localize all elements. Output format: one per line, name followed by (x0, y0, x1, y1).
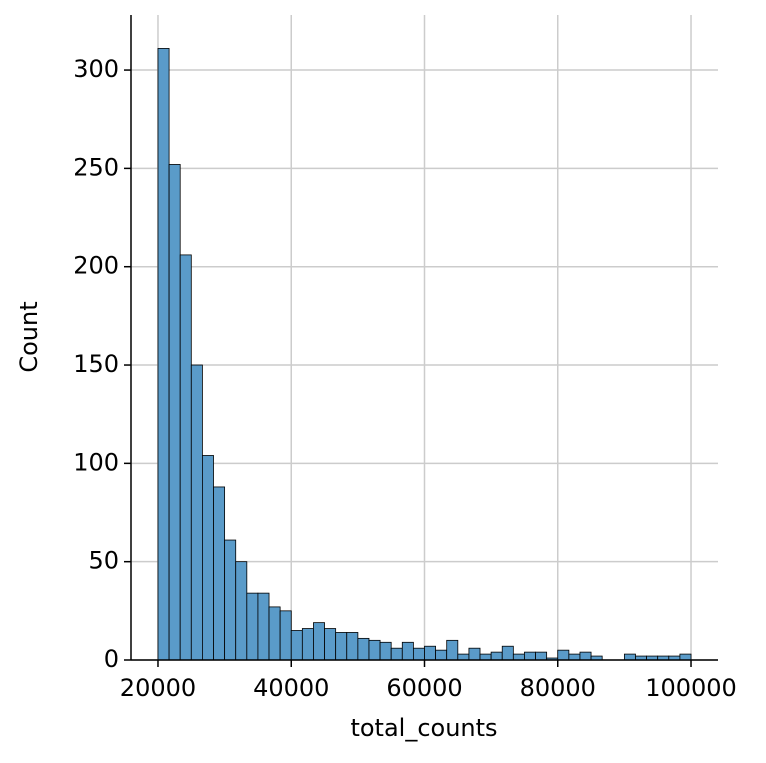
x-tick-label: 40000 (253, 674, 329, 702)
x-tick-label: 100000 (645, 674, 737, 702)
bar (157, 48, 170, 661)
bar (179, 254, 192, 661)
bar (424, 645, 437, 661)
y-tick-label: 150 (73, 350, 119, 378)
bar (224, 539, 237, 661)
x-tick-label: 20000 (120, 674, 196, 702)
bar (524, 651, 536, 661)
bar (313, 622, 325, 661)
bar (490, 651, 503, 661)
bar (501, 645, 514, 661)
bar (324, 628, 337, 661)
x-axis-label: total_counts (350, 714, 497, 742)
y-tick-label: 0 (104, 645, 119, 673)
bar (357, 637, 370, 661)
bar (679, 653, 692, 661)
bar (257, 592, 270, 661)
y-tick-label: 250 (73, 153, 119, 181)
bar (368, 639, 381, 661)
y-tick-label: 300 (73, 55, 119, 83)
bar (623, 653, 636, 661)
bar (335, 632, 348, 661)
bar (457, 653, 470, 661)
bar (268, 606, 281, 661)
bar (235, 561, 248, 661)
bar (468, 647, 481, 661)
bar (202, 455, 214, 661)
bar (479, 653, 492, 661)
bar (412, 647, 425, 661)
bar (535, 651, 548, 661)
bar (379, 641, 392, 661)
bar (301, 628, 314, 661)
bar (568, 653, 581, 661)
bar (512, 653, 525, 661)
bar (213, 486, 226, 661)
x-tick-label: 60000 (386, 674, 462, 702)
bar (401, 641, 414, 661)
bar (446, 639, 459, 661)
bar (579, 651, 592, 661)
bar (557, 649, 570, 661)
y-axis-label: Count (15, 301, 43, 372)
y-tick-label: 100 (73, 448, 119, 476)
bar (346, 632, 359, 661)
y-tick-label: 50 (88, 547, 119, 575)
bar (435, 649, 448, 661)
bar (190, 364, 203, 661)
bar (279, 610, 292, 661)
bar (168, 164, 181, 661)
bar (390, 647, 403, 661)
y-tick-label: 200 (73, 252, 119, 280)
x-tick-label: 80000 (520, 674, 596, 702)
bar (290, 630, 303, 661)
bar (246, 592, 259, 661)
